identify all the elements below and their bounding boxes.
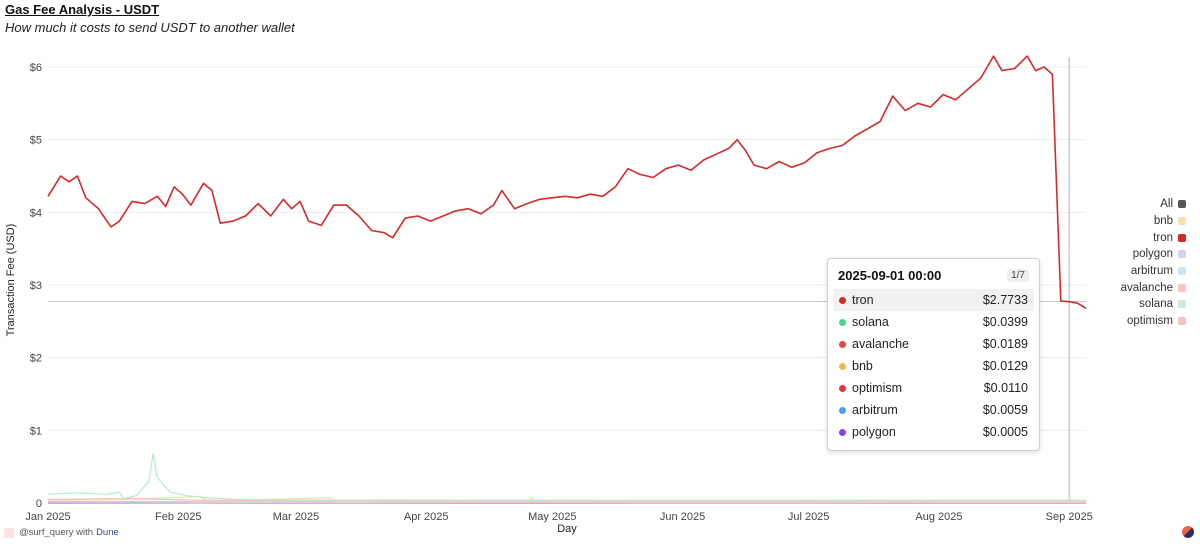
legend-label: polygon bbox=[1132, 248, 1173, 261]
chart-title: Gas Fee Analysis - USDT bbox=[5, 2, 160, 17]
series-dot bbox=[839, 362, 846, 370]
legend-swatch bbox=[1178, 200, 1186, 209]
legend-swatch bbox=[1178, 267, 1186, 276]
x-tick-label: Jan 2025 bbox=[25, 511, 70, 523]
legend-label: bnb bbox=[1153, 215, 1173, 228]
tooltip-series-value: $0.0399 bbox=[982, 315, 1028, 329]
x-tick-label: Sep 2025 bbox=[1046, 511, 1093, 523]
legend-item-tron[interactable]: tron bbox=[1096, 229, 1186, 246]
footer-handle[interactable]: @surf_query with bbox=[19, 527, 94, 538]
tooltip-date: 2025-09-01 00:00 bbox=[838, 268, 942, 283]
tooltip-series-name: avalanche bbox=[852, 337, 909, 351]
tooltip-series-value: $0.0059 bbox=[982, 403, 1028, 417]
legend-swatch bbox=[1178, 217, 1186, 226]
y-tick-label: $6 bbox=[30, 62, 42, 74]
legend-item-avalanche[interactable]: avalanche bbox=[1096, 279, 1186, 296]
legend-swatch bbox=[1178, 233, 1186, 242]
tooltip-row-optimism: optimism $0.0110 bbox=[833, 377, 1034, 399]
x-tick-label: Mar 2025 bbox=[273, 511, 319, 523]
tooltip-row-solana: solana $0.0399 bbox=[833, 311, 1034, 333]
legend-label: All bbox=[1160, 198, 1173, 211]
legend-item-polygon[interactable]: polygon bbox=[1096, 246, 1186, 263]
series-dot bbox=[839, 384, 846, 392]
x-tick-label: Jul 2025 bbox=[788, 511, 830, 523]
tooltip-row-bnb: bnb $0.0129 bbox=[833, 355, 1034, 377]
y-tick-label: $1 bbox=[30, 425, 42, 437]
tooltip-series-value: $2.7733 bbox=[982, 293, 1028, 307]
footer-attribution: @surf_query with Dune bbox=[4, 527, 119, 538]
legend-item-bnb[interactable]: bnb bbox=[1096, 213, 1186, 230]
tooltip-series-name: polygon bbox=[852, 425, 896, 439]
legend-swatch bbox=[1178, 317, 1186, 326]
series-dot bbox=[839, 428, 846, 436]
tooltip-series-value: $0.0110 bbox=[983, 381, 1028, 395]
legend: All bnb tron polygon arbitrum avalanche solana… bbox=[1096, 196, 1186, 330]
legend-item-optimism[interactable]: optimism bbox=[1096, 313, 1186, 330]
tooltip-series-value: $0.0005 bbox=[982, 425, 1028, 439]
legend-label: avalanche bbox=[1120, 281, 1173, 294]
tooltip-series-name: tron bbox=[852, 293, 874, 307]
series-dot bbox=[839, 340, 846, 348]
legend-label: tron bbox=[1153, 231, 1173, 244]
legend-label: optimism bbox=[1126, 315, 1173, 328]
series-dot bbox=[839, 318, 846, 326]
y-axis-label: Transaction Fee (USD) bbox=[5, 224, 17, 337]
legend-label: solana bbox=[1139, 298, 1173, 311]
legend-swatch bbox=[1178, 300, 1186, 309]
tooltip-page-indicator[interactable]: 1/7 bbox=[1007, 269, 1029, 282]
footer-brand[interactable]: Dune bbox=[96, 527, 119, 538]
y-tick-label: $2 bbox=[30, 353, 42, 365]
tooltip-series-name: bnb bbox=[852, 359, 873, 373]
series-line-avalanche[interactable] bbox=[47, 498, 1087, 503]
legend-item-solana[interactable]: solana bbox=[1096, 296, 1186, 313]
y-tick-label: $5 bbox=[30, 135, 42, 147]
tooltip-series-value: $0.0129 bbox=[982, 359, 1028, 373]
tooltip-series-name: arbitrum bbox=[852, 403, 898, 417]
tooltip-series-name: solana bbox=[852, 315, 889, 329]
legend-item-all[interactable]: All bbox=[1096, 196, 1186, 213]
x-tick-label: May 2025 bbox=[528, 511, 576, 523]
tooltip-row-tron: tron $2.7733 bbox=[833, 289, 1034, 311]
legend-swatch bbox=[1178, 250, 1186, 259]
tooltip-row-arbitrum: arbitrum $0.0059 bbox=[833, 399, 1034, 421]
dune-logo-icon[interactable] bbox=[1182, 526, 1194, 538]
series-dot bbox=[839, 296, 846, 304]
x-tick-label: Jun 2025 bbox=[660, 511, 705, 523]
tooltip-row-avalanche: avalanche $0.0189 bbox=[833, 333, 1034, 355]
chart-tooltip: 2025-09-01 00:00 1/7 tron $2.7733 solana $0… bbox=[827, 258, 1040, 451]
y-tick-label: $4 bbox=[30, 207, 42, 219]
legend-item-arbitrum[interactable]: arbitrum bbox=[1096, 263, 1186, 280]
tooltip-series-value: $0.0189 bbox=[982, 337, 1028, 351]
tooltip-row-polygon: polygon $0.0005 bbox=[833, 421, 1034, 443]
series-line-tron[interactable] bbox=[47, 55, 1087, 309]
chart-subtitle: How much it costs to send USDT to anothe… bbox=[5, 20, 295, 35]
y-tick-label: 0 bbox=[36, 498, 42, 510]
series-line-solana[interactable] bbox=[47, 453, 1086, 501]
x-tick-label: Aug 2025 bbox=[915, 511, 962, 523]
x-axis-label: Day bbox=[557, 523, 577, 535]
y-tick-label: $3 bbox=[30, 280, 42, 292]
x-tick-label: Feb 2025 bbox=[155, 511, 201, 523]
legend-swatch bbox=[1178, 283, 1186, 292]
tooltip-series-name: optimism bbox=[852, 381, 903, 395]
legend-label: arbitrum bbox=[1130, 265, 1173, 278]
series-dot bbox=[839, 406, 846, 414]
user-avatar-icon bbox=[4, 527, 14, 538]
x-tick-label: Apr 2025 bbox=[404, 511, 449, 523]
